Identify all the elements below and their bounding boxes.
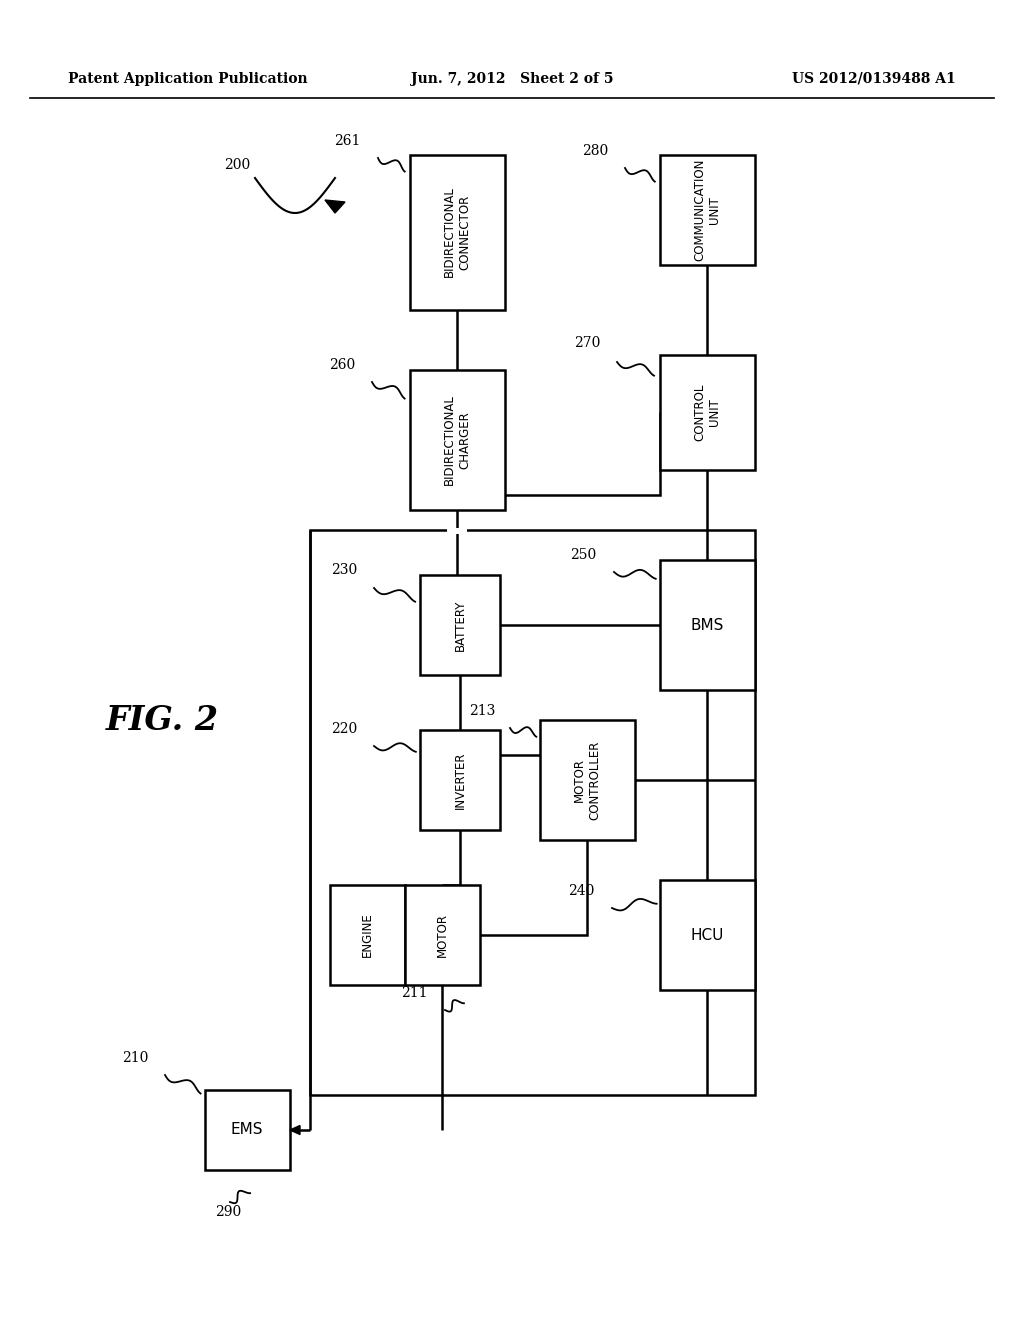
Bar xyxy=(310,531,755,1096)
Text: BIDIRECTIONAL
CONNECTOR: BIDIRECTIONAL CONNECTOR xyxy=(443,186,471,277)
Bar xyxy=(420,730,500,830)
Polygon shape xyxy=(290,1126,300,1134)
Text: 280: 280 xyxy=(582,144,608,158)
Text: 250: 250 xyxy=(569,548,596,562)
Bar xyxy=(420,576,500,675)
Bar xyxy=(447,528,467,535)
Bar xyxy=(660,154,755,265)
Bar xyxy=(410,370,505,510)
Text: EMS: EMS xyxy=(230,1122,263,1138)
Bar xyxy=(410,154,505,310)
Text: 200: 200 xyxy=(224,158,250,172)
Text: INVERTER: INVERTER xyxy=(454,751,467,809)
Text: 210: 210 xyxy=(122,1051,148,1065)
Bar xyxy=(330,884,406,985)
Text: 230: 230 xyxy=(331,564,357,577)
Polygon shape xyxy=(325,201,345,213)
Text: 290: 290 xyxy=(215,1205,242,1218)
Text: COMMUNICATION
UNIT: COMMUNICATION UNIT xyxy=(693,158,721,261)
Text: MOTOR
CONTROLLER: MOTOR CONTROLLER xyxy=(573,741,601,820)
Bar xyxy=(660,355,755,470)
Text: Jun. 7, 2012   Sheet 2 of 5: Jun. 7, 2012 Sheet 2 of 5 xyxy=(411,73,613,86)
Bar xyxy=(205,1090,290,1170)
Text: 260: 260 xyxy=(329,358,355,372)
Text: BIDIRECTIONAL
CHARGER: BIDIRECTIONAL CHARGER xyxy=(443,395,471,486)
Text: CONTROL
UNIT: CONTROL UNIT xyxy=(693,383,721,441)
Bar xyxy=(660,880,755,990)
Text: 220: 220 xyxy=(331,722,357,737)
Text: FIG. 2: FIG. 2 xyxy=(105,704,218,737)
Text: 270: 270 xyxy=(573,337,600,350)
Bar xyxy=(660,560,755,690)
Bar xyxy=(540,719,635,840)
Bar xyxy=(406,884,480,985)
Text: Patent Application Publication: Patent Application Publication xyxy=(68,73,307,86)
Text: BATTERY: BATTERY xyxy=(454,599,467,651)
Text: 240: 240 xyxy=(567,884,594,898)
Text: MOTOR: MOTOR xyxy=(435,913,449,957)
Text: 261: 261 xyxy=(334,135,360,148)
Text: BMS: BMS xyxy=(690,618,724,632)
Text: 211: 211 xyxy=(401,986,428,1001)
Text: 213: 213 xyxy=(469,704,495,718)
Text: US 2012/0139488 A1: US 2012/0139488 A1 xyxy=(793,73,956,86)
Text: HCU: HCU xyxy=(690,928,724,942)
Text: ENGINE: ENGINE xyxy=(360,912,374,957)
